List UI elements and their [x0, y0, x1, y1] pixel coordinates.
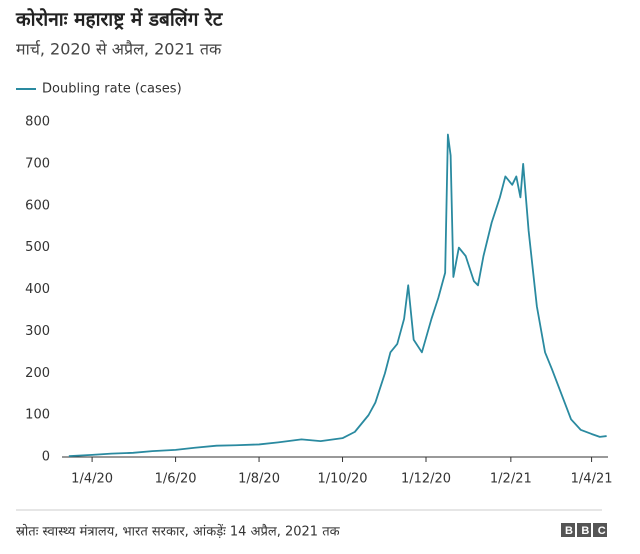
x-tick-label: 1/10/20	[317, 472, 367, 487]
logo-box	[593, 523, 607, 537]
y-tick-label: 300	[25, 324, 50, 339]
x-tick-label: 1/12/20	[401, 472, 451, 487]
y-tick-label: 200	[25, 366, 50, 381]
y-tick-label: 400	[25, 282, 50, 297]
x-tick-label: 1/6/20	[155, 472, 197, 487]
logo-text: BBC	[565, 525, 614, 537]
chart-subtitle: मार्च, 2020 से अप्रैल, 2021 तक	[16, 40, 222, 59]
logo: BBC	[561, 523, 614, 537]
y-tick-label: 800	[25, 115, 50, 130]
y-tick-label: 0	[42, 450, 50, 465]
x-tick-label: 1/8/20	[238, 472, 280, 487]
y-tick-label: 700	[25, 156, 50, 171]
y-tick-label: 600	[25, 198, 50, 213]
data-line	[68, 133, 607, 458]
logo-box	[561, 523, 575, 537]
x-tick-label: 1/4/20	[71, 472, 113, 487]
source: स्रोतः स्वास्थ्य मंत्रालय, भारत सरकार, आ…	[16, 524, 341, 540]
logo-box	[577, 523, 591, 537]
chart-title: कोरोनाः महाराष्ट्र में डबलिंग रेट	[15, 8, 224, 31]
y-tick-label: 500	[25, 240, 50, 255]
y-tick-label: 100	[25, 408, 50, 423]
legend-label: Doubling rate (cases)	[42, 82, 182, 97]
x-tick-label: 1/4/21	[571, 472, 613, 487]
x-tick-label: 1/2/21	[490, 472, 532, 487]
